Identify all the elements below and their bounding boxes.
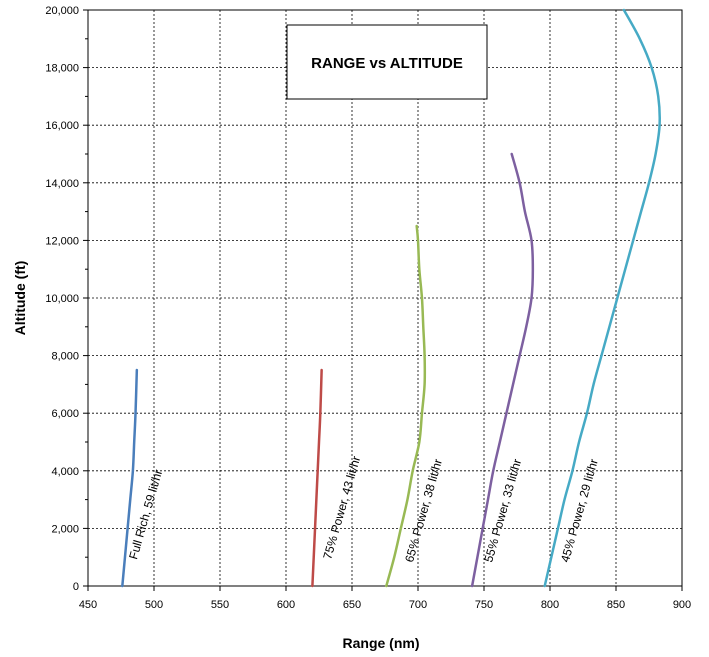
y-tick-label: 6,000: [51, 408, 79, 420]
y-tick-label: 18,000: [45, 63, 79, 75]
x-tick-label: 650: [343, 599, 361, 611]
series-line-5: [543, 8, 661, 588]
grid-layer: [88, 10, 682, 586]
y-tick-label: 20,000: [45, 5, 79, 17]
x-tick-label: 800: [541, 599, 559, 611]
series-line-1: [121, 368, 139, 588]
x-tick-label: 850: [607, 599, 625, 611]
series-layer: [121, 8, 661, 588]
y-tick-label: 12,000: [45, 235, 79, 247]
x-tick-label: 450: [79, 599, 97, 611]
x-tick-label: 900: [673, 599, 691, 611]
title-box-frame: [286, 24, 488, 100]
x-tick-label: 550: [211, 599, 229, 611]
x-tick-label: 750: [475, 599, 493, 611]
x-tick-label: 500: [145, 599, 163, 611]
series-line-4: [470, 152, 535, 588]
x-tick-label: 600: [277, 599, 295, 611]
y-tick-label: 8,000: [51, 351, 79, 363]
y-tick-label: 14,000: [45, 178, 79, 190]
chart-title: RANGE vs ALTITUDE: [311, 55, 463, 72]
y-tick-label: 2,000: [51, 523, 79, 535]
y-tick-label: 4,000: [51, 466, 79, 478]
y-tick-label: 0: [73, 581, 79, 593]
y-tick-label: 16,000: [45, 120, 79, 132]
series-line-3: [385, 224, 427, 588]
y-axis-title: Altitude (ft): [12, 261, 28, 336]
x-axis-title: Range (nm): [343, 635, 420, 651]
x-tick-label: 700: [409, 599, 427, 611]
series-line-2: [311, 368, 323, 588]
tick-layer: 0 2,000 4,000 6,000 8,000 10,000 12,000 14,000 1…: [45, 5, 691, 611]
y-tick-label: 10,000: [45, 293, 79, 305]
title-box: RANGE vs ALTITUDE: [286, 24, 488, 100]
